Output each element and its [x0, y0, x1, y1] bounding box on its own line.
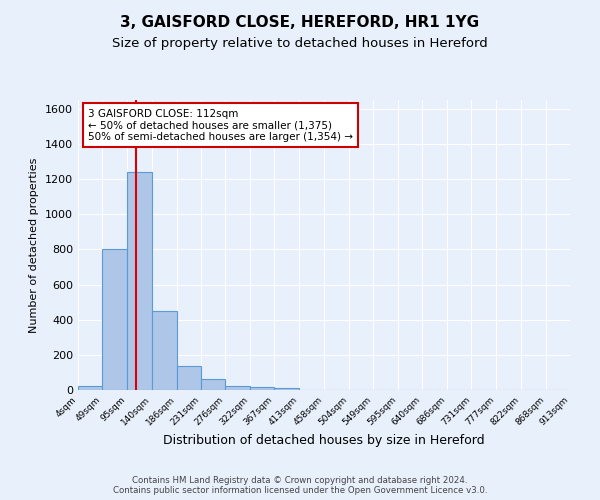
Text: Size of property relative to detached houses in Hereford: Size of property relative to detached ho…: [112, 38, 488, 51]
Bar: [201, 380, 225, 390]
Text: Contains HM Land Registry data © Crown copyright and database right 2024.
Contai: Contains HM Land Registry data © Crown c…: [113, 476, 487, 495]
Bar: [250, 388, 274, 390]
Bar: [103, 250, 127, 390]
X-axis label: Distribution of detached houses by size in Hereford: Distribution of detached houses by size …: [163, 434, 485, 447]
Bar: [152, 311, 176, 390]
Bar: [274, 388, 299, 390]
Bar: [176, 366, 201, 390]
Y-axis label: Number of detached properties: Number of detached properties: [29, 158, 40, 332]
Text: 3, GAISFORD CLOSE, HEREFORD, HR1 1YG: 3, GAISFORD CLOSE, HEREFORD, HR1 1YG: [121, 15, 479, 30]
Bar: [78, 386, 103, 390]
Text: 3 GAISFORD CLOSE: 112sqm
← 50% of detached houses are smaller (1,375)
50% of sem: 3 GAISFORD CLOSE: 112sqm ← 50% of detach…: [88, 108, 353, 142]
Bar: [225, 386, 250, 390]
Bar: [127, 172, 152, 390]
